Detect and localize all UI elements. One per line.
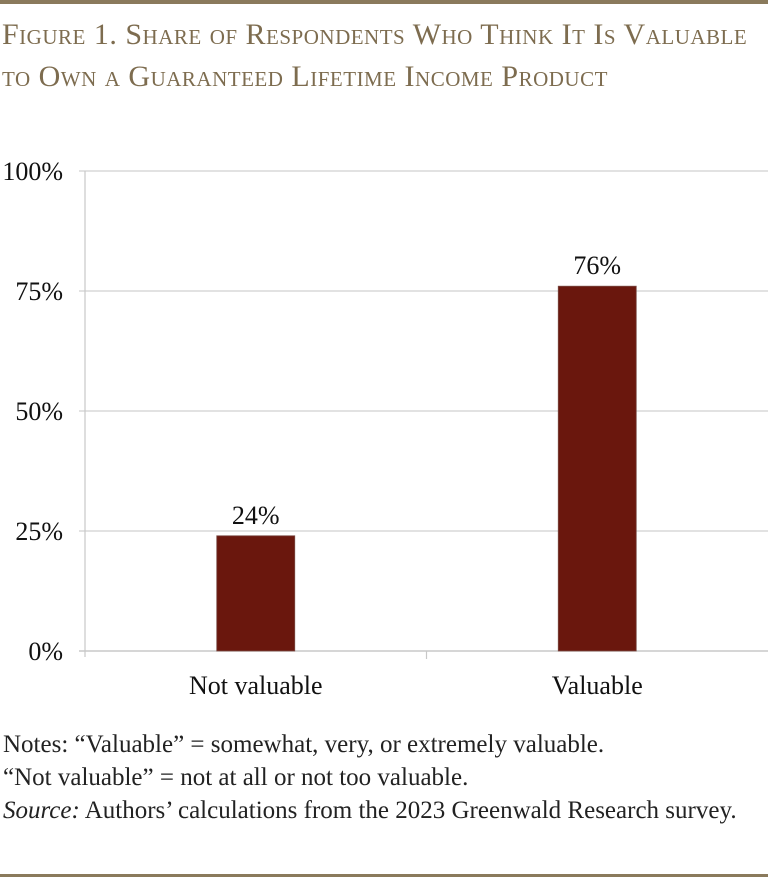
notes: Notes: “Valuable” = somewhat, very, or e… (3, 728, 763, 827)
x-axis-ticks: Not valuable Valuable (189, 651, 643, 700)
data-label: 76% (573, 251, 621, 280)
x-tick-label: Valuable (552, 671, 643, 700)
top-rule (0, 0, 768, 4)
bottom-rule (0, 874, 768, 877)
y-tick-label: 0% (28, 637, 63, 666)
y-tick-label: 25% (15, 517, 63, 546)
bar-chart: 0% 25% 50% 75% 100% 24% 76% Not valuable Valua… (2, 157, 768, 700)
x-tick-label: Not valuable (189, 671, 323, 700)
notes-line-1: Notes: “Valuable” = somewhat, very, or e… (3, 731, 605, 758)
source-text: Authors’ calculations from the 2023 Gree… (79, 797, 737, 824)
y-axis-ticks: 0% 25% 50% 75% 100% (2, 157, 63, 666)
bar-valuable (557, 285, 637, 652)
y-tick-label: 50% (15, 397, 63, 426)
y-tick-label: 100% (2, 157, 63, 186)
data-label: 24% (232, 501, 280, 530)
source-label: Source: (3, 797, 80, 824)
bars (216, 285, 637, 652)
bar-not-valuable (216, 535, 296, 652)
notes-line-2: “Not valuable” = not at all or not too v… (3, 764, 469, 791)
gridlines (79, 170, 768, 657)
source-line: Source: Authors’ calculations from the 2… (3, 794, 763, 827)
y-tick-label: 75% (15, 277, 63, 306)
figure-title: Figure 1. Share of Respondents Who Think… (2, 18, 748, 93)
data-labels: 24% 76% (232, 251, 621, 530)
